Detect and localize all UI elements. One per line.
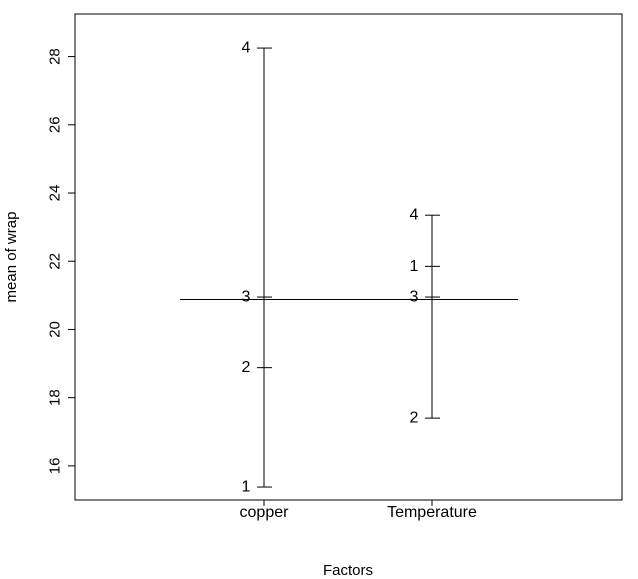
factor-temperature-group: 4 1 3 2 [410,207,440,427]
x-axis-title: Factors [323,562,373,579]
plot-area-frame [74,13,623,501]
y-axis-title: mean of wrap [3,212,20,303]
x-factor-labels: copper Temperature [240,500,477,521]
level-label: 4 [242,40,251,57]
y-tick-label: 26 [47,116,64,133]
level-label: 2 [410,410,419,427]
y-tick-label: 18 [47,389,64,406]
factor-layer: 4 3 2 1 4 1 3 2 [242,40,440,496]
y-tick-label: 20 [47,321,64,338]
factor-label-temperature: Temperature [387,504,477,521]
y-tick-label: 28 [47,48,64,65]
factor-label-copper: copper [240,504,290,521]
factor-copper-group: 4 3 2 1 [242,40,272,496]
level-label: 1 [242,479,251,496]
level-label: 2 [242,359,251,376]
level-label: 3 [242,289,251,306]
y-tick-label: 24 [47,185,64,202]
level-label: 1 [410,258,419,275]
y-axis: 16 18 20 22 24 26 28 [47,48,76,474]
level-label: 4 [410,207,419,224]
level-label: 3 [410,289,419,306]
y-tick-label: 22 [47,253,64,270]
y-tick-label: 16 [47,458,64,475]
